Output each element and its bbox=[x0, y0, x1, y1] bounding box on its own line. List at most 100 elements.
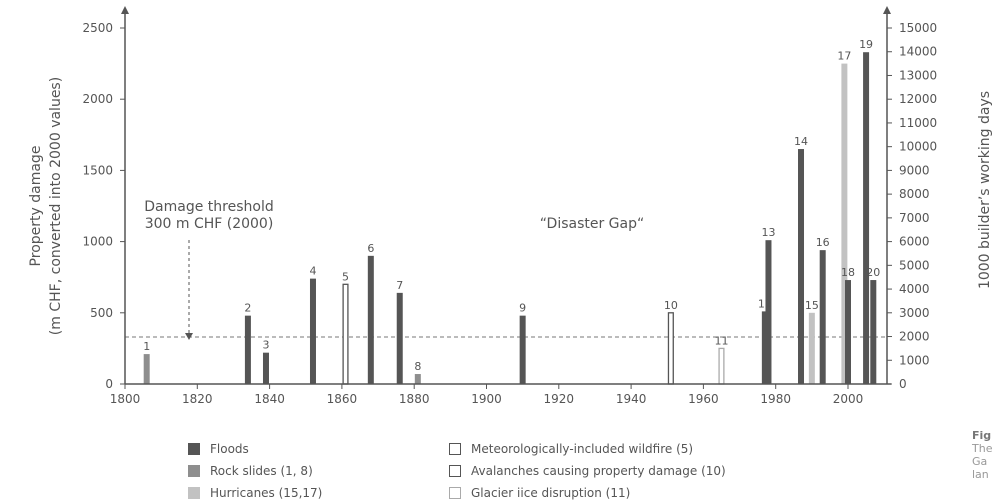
legend-swatch-glacier bbox=[449, 487, 461, 499]
y-left-tick-label: 0 bbox=[105, 377, 113, 391]
legend-swatch-floods bbox=[188, 443, 200, 455]
y-right-tick-label: 2000 bbox=[899, 330, 930, 344]
caption-line: Ga bbox=[972, 455, 988, 468]
bar-14 bbox=[798, 149, 805, 384]
legend-swatch-rock-slides bbox=[188, 465, 200, 477]
y-right-tick-label: 7000 bbox=[899, 211, 930, 225]
legend-item-hurricanes: Hurricanes (15,17) bbox=[188, 482, 322, 504]
x-tick-label: 1800 bbox=[110, 392, 141, 406]
bar-5 bbox=[342, 283, 349, 385]
bar-1 bbox=[143, 354, 150, 384]
bar-8 bbox=[414, 374, 421, 384]
y-right-tick-label: 11000 bbox=[899, 116, 937, 130]
y-right-tick-label: 14000 bbox=[899, 45, 937, 59]
y-axis-right-label: 1000 builder’s working days bbox=[977, 91, 992, 289]
bar-label-16: 16 bbox=[816, 236, 830, 249]
y-right-tick-label: 10000 bbox=[899, 140, 937, 154]
y-axis-left-label-line: (m CHF, converted into 2000 values) bbox=[48, 77, 64, 335]
bar-6 bbox=[367, 255, 374, 384]
legend-label-rock-slides: Rock slides (1, 8) bbox=[210, 464, 313, 478]
bar-11 bbox=[718, 347, 725, 385]
bar-18 bbox=[845, 280, 851, 384]
bar-20 bbox=[870, 280, 877, 384]
x-tick-label: 1880 bbox=[399, 392, 430, 406]
bar-15 bbox=[808, 312, 815, 384]
y-right-tick-label: 4000 bbox=[899, 282, 930, 296]
bar-label-3: 3 bbox=[262, 339, 269, 352]
x-tick-label: 1840 bbox=[254, 392, 285, 406]
bar-19 bbox=[863, 52, 870, 384]
bar-label-19: 19 bbox=[859, 38, 873, 51]
caption-line: lan bbox=[972, 468, 989, 481]
x-tick-label: 1860 bbox=[327, 392, 358, 406]
legend-left: Floods Rock slides (1, 8) Hurricanes (15… bbox=[188, 438, 322, 504]
y-right-tick-label: 13000 bbox=[899, 68, 937, 82]
figure-caption: Fig The Ga lan bbox=[972, 429, 992, 481]
bar-3 bbox=[262, 352, 269, 384]
x-tick-label: 1920 bbox=[544, 392, 575, 406]
caption-line: The bbox=[972, 442, 992, 455]
bar-9 bbox=[519, 315, 526, 384]
bar-7 bbox=[396, 292, 403, 384]
y-left-tick-label: 2500 bbox=[82, 21, 113, 35]
bars-layer bbox=[143, 52, 877, 385]
legend-swatch-wildfire bbox=[449, 443, 461, 455]
x-tick-label: 2000 bbox=[833, 392, 864, 406]
x-tick-label: 1980 bbox=[760, 392, 791, 406]
y-left-tick-label: 1500 bbox=[82, 163, 113, 177]
legend-item-floods: Floods bbox=[188, 438, 322, 460]
bar-2 bbox=[244, 315, 251, 384]
bar-10 bbox=[667, 312, 674, 385]
bar-13 bbox=[765, 240, 772, 384]
legend-label-wildfire: Meteorologically-included wildfire (5) bbox=[471, 442, 694, 456]
legend-item-wildfire: Meteorologically-included wildfire (5) bbox=[449, 438, 726, 460]
y-right-tick-label: 5000 bbox=[899, 258, 930, 272]
legend-label-hurricanes: Hurricanes (15,17) bbox=[210, 486, 323, 500]
y-right-tick-label: 8000 bbox=[899, 187, 930, 201]
bar-17 bbox=[841, 63, 848, 384]
legend-item-rock-slides: Rock slides (1, 8) bbox=[188, 460, 322, 482]
y-right-tick-label: 0 bbox=[899, 377, 907, 391]
legend-label-glacier: Glacier iice disruption (11) bbox=[471, 486, 631, 500]
bar-label-8: 8 bbox=[414, 360, 421, 373]
y-right-tick-label: 6000 bbox=[899, 235, 930, 249]
disaster-gap-label: “Disaster Gap“ bbox=[540, 216, 645, 232]
bar-label-7: 7 bbox=[396, 279, 403, 292]
legend-label-avalanches: Avalanches causing property damage (10) bbox=[471, 464, 726, 478]
bar-label-2: 2 bbox=[244, 302, 251, 315]
legend-swatch-avalanches bbox=[449, 465, 461, 477]
bar-label-4: 4 bbox=[309, 265, 316, 278]
bar-label-5: 5 bbox=[342, 270, 349, 283]
y-axis-left-label-line: Property damage bbox=[28, 146, 44, 267]
x-tick-label: 1900 bbox=[471, 392, 502, 406]
y-right-tick-label: 3000 bbox=[899, 306, 930, 320]
bar-label-1: 1 bbox=[143, 340, 150, 353]
bar-label-13: 13 bbox=[761, 226, 775, 239]
bar-label-12: 12 bbox=[758, 297, 772, 310]
legend-item-glacier: Glacier iice disruption (11) bbox=[449, 482, 726, 504]
threshold-pointer-arrow bbox=[185, 333, 193, 340]
legend-right: Meteorologically-included wildfire (5) A… bbox=[449, 438, 726, 504]
y-axis-left-arrow bbox=[121, 6, 129, 14]
y-axis-left-label: Property damage (m CHF, converted into 20… bbox=[28, 77, 64, 335]
legend-swatch-hurricanes bbox=[188, 487, 200, 499]
bar-label-11: 11 bbox=[714, 334, 728, 347]
y-right-tick-label: 9000 bbox=[899, 163, 930, 177]
bar-label-10: 10 bbox=[664, 299, 678, 312]
y-axis-right-arrow bbox=[883, 6, 891, 14]
caption-title: Fig bbox=[972, 429, 992, 442]
bar-12 bbox=[761, 311, 768, 384]
y-left-tick-label: 2000 bbox=[82, 92, 113, 106]
x-tick-label: 1940 bbox=[616, 392, 647, 406]
y-right-tick-label: 12000 bbox=[899, 92, 937, 106]
bar-label-14: 14 bbox=[794, 135, 808, 148]
legend-label-floods: Floods bbox=[210, 442, 249, 456]
bar-4 bbox=[309, 278, 316, 384]
bar-16 bbox=[819, 250, 826, 384]
bar-label-15: 15 bbox=[805, 299, 819, 312]
y-right-tick-label: 1000 bbox=[899, 353, 930, 367]
legend-item-avalanches: Avalanches causing property damage (10) bbox=[449, 460, 726, 482]
axes-layer bbox=[120, 6, 892, 389]
